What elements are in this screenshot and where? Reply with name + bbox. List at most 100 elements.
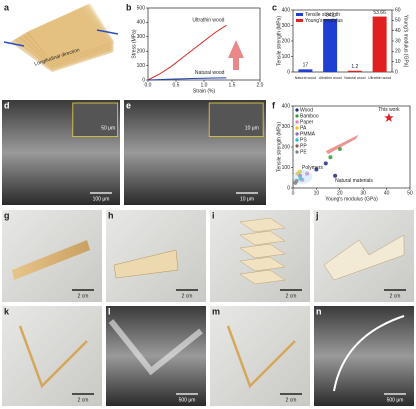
legend-swatch <box>295 120 299 124</box>
inset <box>72 102 119 137</box>
sample <box>333 315 405 392</box>
panel-label: e <box>126 100 131 110</box>
inset-scale: 10 μm <box>245 126 259 132</box>
bar <box>323 18 338 73</box>
y-tick-label: 300 <box>282 23 291 29</box>
y2-tick-label: 60 <box>395 7 401 13</box>
panel-label: k <box>4 306 10 316</box>
series-label: Natural wood <box>195 70 225 76</box>
arrow <box>325 134 359 155</box>
wood-layer <box>28 3 114 62</box>
point <box>323 161 328 166</box>
value-label: 53.66 <box>373 10 386 16</box>
scale-label: 100 μm <box>93 196 110 202</box>
scale-label: 2 cm <box>78 293 89 299</box>
legend-label: PE <box>300 149 307 155</box>
value-label: 17 <box>303 63 309 69</box>
arrow <box>228 40 244 70</box>
point <box>298 173 303 178</box>
x-axis-label: Strain (%) <box>193 88 216 94</box>
line <box>147 77 227 81</box>
panel-label: c <box>272 2 277 12</box>
y-tick-label: 200 <box>282 38 291 44</box>
x-tick-label: 1.0 <box>201 82 208 88</box>
scale-label: 2 cm <box>286 293 297 299</box>
x-tick-label: 2.0 <box>257 82 264 88</box>
legend-swatch <box>295 144 299 148</box>
y-tick-label: 400 <box>282 7 291 13</box>
sample <box>239 269 286 285</box>
legend-swatch <box>295 114 299 118</box>
y-tick-label: 0 <box>142 77 145 83</box>
image-panel <box>210 306 310 406</box>
sample <box>113 249 179 279</box>
y2-tick-label: 50 <box>395 18 401 24</box>
panel-label: i <box>212 210 215 220</box>
legend-label: PS <box>300 137 307 143</box>
point <box>298 169 303 174</box>
legend-swatch <box>295 150 299 154</box>
sample <box>239 230 286 246</box>
panel-label: d <box>4 100 10 110</box>
sample <box>239 243 286 259</box>
series-label: Ultrathin wood <box>192 18 224 24</box>
bar <box>347 70 362 72</box>
x-axis-label: Young's modulus (GPa) <box>325 196 378 202</box>
legend-label: Young's modulus <box>305 18 343 24</box>
panel-label: j <box>315 210 319 220</box>
point <box>305 171 310 176</box>
panel-label: f <box>272 100 276 110</box>
scale-label: 500 μm <box>387 397 404 403</box>
x-tick-label: 0.0 <box>145 82 152 88</box>
scale-label: 10 μm <box>240 196 254 202</box>
x-tick-label: 20 <box>337 190 343 196</box>
legend-label: Paper <box>300 119 314 125</box>
highlight-label: This work <box>378 107 400 113</box>
sample <box>12 240 90 280</box>
annotation: Polymers <box>302 165 323 171</box>
y-tick-label: 300 <box>137 34 146 40</box>
legend-swatch <box>296 13 303 16</box>
x-tick-label: 50 <box>407 190 413 196</box>
y-tick-label: 500 <box>137 5 146 11</box>
sample <box>239 256 286 272</box>
panel-label: a <box>4 2 10 12</box>
scale-label: 2 cm <box>78 397 89 403</box>
x-tick-label: 30 <box>360 190 366 196</box>
bar <box>298 69 313 72</box>
line <box>147 24 227 81</box>
y-tick-label: 0 <box>287 69 290 75</box>
y2-tick-label: 40 <box>395 28 401 34</box>
x-tick-label: 10 <box>314 190 320 196</box>
x-tick-label: Ultrathin wood <box>319 76 342 80</box>
bar <box>372 16 387 73</box>
inset-scale: 50 μm <box>101 126 115 132</box>
value-label: 1.2 <box>351 64 358 70</box>
sample <box>323 234 405 281</box>
panel-label: g <box>4 210 10 220</box>
region <box>292 169 313 184</box>
y2-tick-label: 0 <box>395 69 398 75</box>
x-tick-label: Ultrathin wood <box>368 76 391 80</box>
legend-label: PP <box>300 143 307 149</box>
arrow <box>3 41 25 47</box>
annotation: Natural materials <box>335 178 373 184</box>
point <box>333 173 338 178</box>
scale-label: 2 cm <box>286 397 297 403</box>
legend-swatch <box>295 138 299 142</box>
y-tick-label: 400 <box>282 103 291 109</box>
highlight-point <box>384 112 394 122</box>
panel-label: h <box>108 210 114 220</box>
value-label: 342 <box>326 12 335 18</box>
scale-label: 2 cm <box>182 293 193 299</box>
arrow <box>96 29 119 35</box>
x-tick-label: 0 <box>292 190 295 196</box>
legend-label: Tensile strength <box>305 12 340 18</box>
y-tick-label: 100 <box>282 165 291 171</box>
sample <box>108 319 203 376</box>
x-tick-label: 40 <box>384 190 390 196</box>
legend-swatch <box>296 19 303 22</box>
inset <box>208 102 264 137</box>
y2-axis-label: Young's modulus (GPa) <box>403 15 409 68</box>
point <box>293 180 298 185</box>
